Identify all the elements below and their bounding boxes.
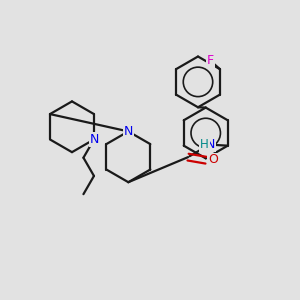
Text: O: O: [208, 153, 218, 167]
Text: N: N: [206, 138, 215, 151]
Text: N: N: [124, 125, 133, 138]
Text: F: F: [207, 54, 214, 67]
Text: N: N: [89, 133, 99, 146]
Text: H: H: [200, 138, 209, 151]
